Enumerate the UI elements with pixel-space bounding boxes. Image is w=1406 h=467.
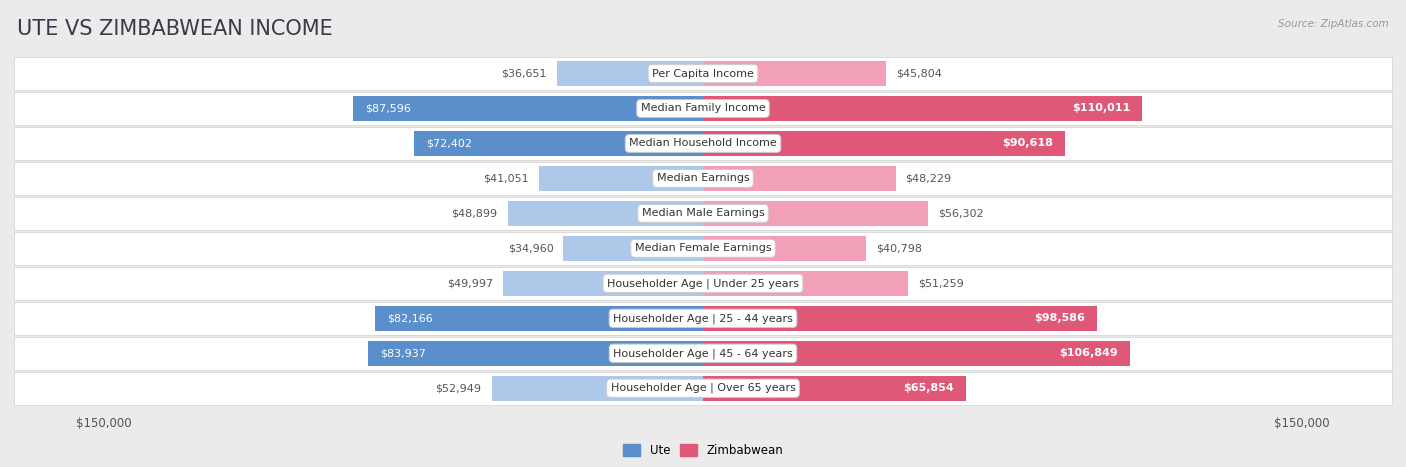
Text: Median Household Income: Median Household Income <box>628 138 778 149</box>
Text: Householder Age | 45 - 64 years: Householder Age | 45 - 64 years <box>613 348 793 359</box>
Bar <box>703 131 1064 156</box>
Bar <box>14 92 1392 125</box>
Bar <box>703 236 866 261</box>
Text: $49,997: $49,997 <box>447 278 494 288</box>
Text: Source: ZipAtlas.com: Source: ZipAtlas.com <box>1278 19 1389 28</box>
Bar <box>703 340 1130 366</box>
Text: $72,402: $72,402 <box>426 138 472 149</box>
Text: Per Capita Income: Per Capita Income <box>652 69 754 78</box>
Text: Householder Age | Over 65 years: Householder Age | Over 65 years <box>610 383 796 394</box>
Text: $36,651: $36,651 <box>501 69 547 78</box>
Bar <box>703 201 928 226</box>
Bar <box>703 306 1097 331</box>
Text: $82,166: $82,166 <box>387 313 433 323</box>
Text: $45,804: $45,804 <box>896 69 942 78</box>
Text: Median Female Earnings: Median Female Earnings <box>634 243 772 254</box>
Bar <box>14 267 1392 300</box>
Text: UTE VS ZIMBABWEAN INCOME: UTE VS ZIMBABWEAN INCOME <box>17 19 333 39</box>
Text: $65,854: $65,854 <box>903 383 955 393</box>
Text: Median Male Earnings: Median Male Earnings <box>641 208 765 219</box>
Bar <box>14 197 1392 230</box>
Text: $110,011: $110,011 <box>1073 104 1130 113</box>
Bar <box>538 166 703 191</box>
Bar <box>703 271 908 296</box>
Bar <box>14 57 1392 90</box>
Bar <box>564 236 703 261</box>
Text: Median Earnings: Median Earnings <box>657 173 749 184</box>
Text: $34,960: $34,960 <box>508 243 554 254</box>
Text: $106,849: $106,849 <box>1059 348 1118 358</box>
Bar <box>14 337 1392 370</box>
Text: $48,229: $48,229 <box>905 173 952 184</box>
Bar <box>492 375 703 401</box>
Text: $87,596: $87,596 <box>366 104 411 113</box>
Text: $40,798: $40,798 <box>876 243 922 254</box>
Text: Median Family Income: Median Family Income <box>641 104 765 113</box>
Bar <box>14 127 1392 160</box>
Bar <box>703 61 886 86</box>
Text: $83,937: $83,937 <box>380 348 426 358</box>
Text: Householder Age | 25 - 44 years: Householder Age | 25 - 44 years <box>613 313 793 324</box>
Text: $90,618: $90,618 <box>1002 138 1053 149</box>
Bar <box>703 96 1142 121</box>
Text: $41,051: $41,051 <box>484 173 529 184</box>
Bar <box>703 166 896 191</box>
Text: $98,586: $98,586 <box>1033 313 1085 323</box>
Text: $56,302: $56,302 <box>938 208 983 219</box>
Bar <box>703 375 966 401</box>
Bar <box>14 372 1392 405</box>
Bar <box>375 306 703 331</box>
Legend: Ute, Zimbabwean: Ute, Zimbabwean <box>617 439 789 462</box>
Bar <box>368 340 703 366</box>
Text: $48,899: $48,899 <box>451 208 498 219</box>
Bar <box>14 162 1392 195</box>
Bar <box>353 96 703 121</box>
Bar <box>557 61 703 86</box>
Bar <box>14 232 1392 265</box>
Text: Householder Age | Under 25 years: Householder Age | Under 25 years <box>607 278 799 289</box>
Bar <box>413 131 703 156</box>
Bar <box>503 271 703 296</box>
Bar <box>14 302 1392 335</box>
Text: $51,259: $51,259 <box>918 278 963 288</box>
Bar <box>508 201 703 226</box>
Text: $52,949: $52,949 <box>436 383 481 393</box>
